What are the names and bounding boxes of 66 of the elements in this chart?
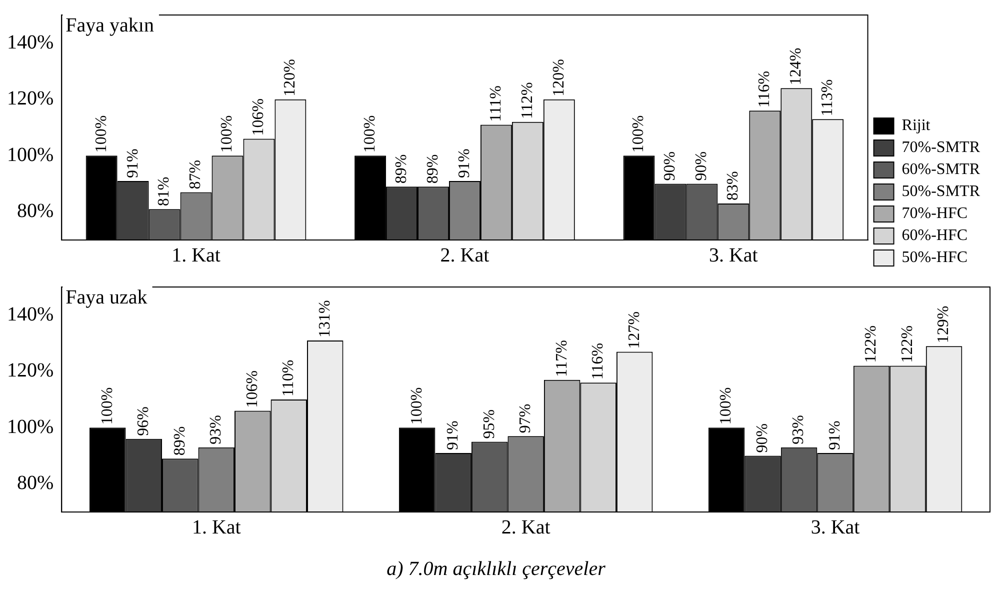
data-label: 90% xyxy=(662,151,679,181)
legend-label: 50%-HFC xyxy=(902,249,968,266)
data-label: 117% xyxy=(553,340,570,377)
data-label: 91% xyxy=(124,148,142,178)
data-label: 89% xyxy=(424,154,442,184)
data-label: 83% xyxy=(724,171,742,200)
data-label: 91% xyxy=(826,420,844,450)
x-tick-label: 2. Kat xyxy=(501,516,551,538)
data-label: 127% xyxy=(626,311,643,349)
legend-label: 60%-SMTR xyxy=(902,161,980,178)
y-tick-label: 120% xyxy=(6,88,54,110)
data-label: 116% xyxy=(590,342,607,380)
data-label: 106% xyxy=(244,370,261,408)
x-tick-label: 3. Kat xyxy=(708,244,758,266)
data-label: 100% xyxy=(718,387,735,425)
data-label: 90% xyxy=(754,423,771,453)
y-tick-label: 140% xyxy=(6,303,54,326)
data-label: 120% xyxy=(550,59,568,96)
data-label: 87% xyxy=(187,160,204,190)
data-label: 93% xyxy=(208,414,225,444)
data-label: 100% xyxy=(630,115,648,153)
data-label: 122% xyxy=(898,325,916,363)
data-label: 110% xyxy=(280,360,298,396)
text: a) 7.0m açıklıklı çerçeveler xyxy=(386,558,606,581)
data-label: 131% xyxy=(316,300,334,338)
legend-label: 70%-SMTR xyxy=(902,139,980,156)
y-tick-label: 80% xyxy=(16,472,54,494)
chart-title: Faya uzak xyxy=(66,286,148,308)
x-tick-label: 3. Kat xyxy=(810,516,860,538)
legend-label: 50%-SMTR xyxy=(902,183,980,200)
y-tick-label: 100% xyxy=(6,416,54,438)
data-label: 100% xyxy=(218,115,236,153)
data-label: 100% xyxy=(361,115,378,153)
data-label: 93% xyxy=(790,414,808,444)
chart-title: Faya yakın xyxy=(66,14,154,36)
x-tick-label: 1. Kat xyxy=(192,516,242,538)
data-label: 106% xyxy=(250,98,268,136)
data-label: 96% xyxy=(135,406,152,436)
data-label: 113% xyxy=(819,79,836,116)
y-tick-label: 80% xyxy=(16,200,54,222)
legend-label: 70%-HFC xyxy=(902,205,968,222)
data-label: 89% xyxy=(392,154,410,184)
data-label: 91% xyxy=(444,420,462,450)
y-tick-label: 140% xyxy=(6,31,54,54)
data-label: 122% xyxy=(862,325,880,363)
data-label: 112% xyxy=(518,82,536,119)
data-label: 116% xyxy=(756,70,774,108)
legend-label: Rijit xyxy=(902,117,931,134)
data-label: 100% xyxy=(408,387,426,425)
data-label: 124% xyxy=(788,48,805,86)
data-label: 89% xyxy=(171,426,188,456)
data-label: 91% xyxy=(456,148,473,178)
x-tick-label: 2. Kat xyxy=(440,244,490,266)
data-label: 111% xyxy=(487,86,504,122)
data-label: 97% xyxy=(517,404,534,434)
x-tick-label: 1. Kat xyxy=(172,244,221,266)
data-label: 90% xyxy=(693,151,710,181)
data-label: 100% xyxy=(92,115,110,153)
data-label: 81% xyxy=(156,176,173,206)
y-tick-label: 100% xyxy=(6,144,54,166)
legend-label: 60%-HFC xyxy=(902,227,968,244)
data-label: 129% xyxy=(935,306,952,344)
data-label: 100% xyxy=(98,387,116,425)
y-tick-label: 120% xyxy=(6,360,54,382)
data-label: 95% xyxy=(480,409,498,439)
data-label: 120% xyxy=(282,59,299,96)
